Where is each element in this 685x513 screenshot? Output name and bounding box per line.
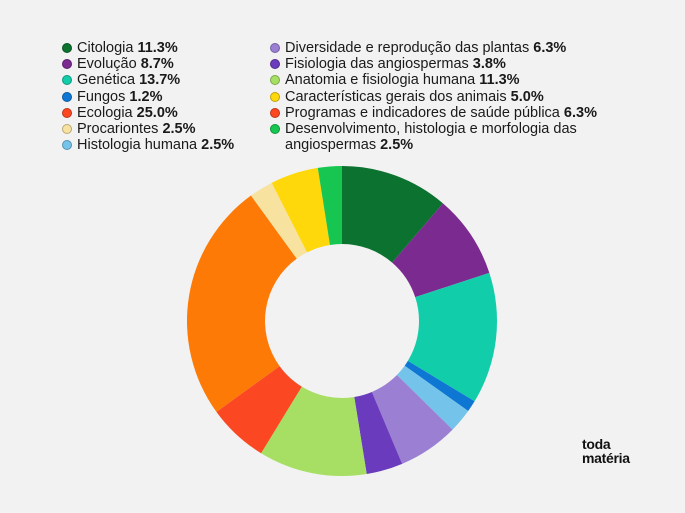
legend-color-dot-icon xyxy=(270,59,280,70)
legend-color-dot-icon xyxy=(270,91,280,102)
donut-slice xyxy=(261,386,367,476)
legend-item: Citologia 11.3% xyxy=(62,40,234,56)
legend-label: Citologia xyxy=(77,40,134,56)
legend-label: Diversidade e reprodução das plantas xyxy=(285,40,530,56)
logo-line1: toda xyxy=(582,436,611,452)
legend-item: Anatomia e fisiologia humana 11.3% xyxy=(270,72,630,88)
legend-color-dot-icon xyxy=(62,75,72,86)
legend-label: Anatomia e fisiologia humana xyxy=(285,72,476,89)
legend-value: 11.3% xyxy=(137,40,178,56)
legend-label: Fisiologia das angiospermas xyxy=(285,56,469,73)
donut-slice xyxy=(354,391,403,475)
legend-value: 11.3% xyxy=(479,72,520,89)
legend-color-dot-icon xyxy=(270,124,280,135)
legend-color-dot-icon xyxy=(62,43,72,53)
donut-slice xyxy=(392,203,490,298)
donut-slice xyxy=(317,166,342,245)
legend-label: Procariontes xyxy=(77,121,159,138)
legend-value: 13.7% xyxy=(139,72,181,89)
legend-item: Fisiologia das angiospermas 3.8% xyxy=(270,56,630,72)
donut-slice xyxy=(271,167,330,253)
legend-label: Programas e indicadores de saúde pública xyxy=(285,104,560,121)
legend-label: Histologia humana xyxy=(77,137,198,154)
legend-value: 5.0% xyxy=(510,88,544,105)
legend-label: Evolução xyxy=(77,56,137,73)
legend-label: Fungos xyxy=(77,88,126,105)
donut-slice xyxy=(396,365,469,430)
logo-line2: matéria xyxy=(582,450,630,466)
legend-label: Desenvolvimento, histologia e morfologia… xyxy=(285,121,577,154)
legend-color-dot-icon xyxy=(270,75,280,86)
legend-value: 1.2% xyxy=(129,88,163,105)
legend-item: Genética 13.7% xyxy=(62,72,234,88)
legend-value: 8.7% xyxy=(140,56,174,73)
legend-value: 25.0% xyxy=(136,104,178,121)
legend-item: Desenvolvimento, histologia e morfologia… xyxy=(270,121,630,153)
legend-value: 6.3% xyxy=(533,40,567,56)
donut-slice xyxy=(216,366,302,454)
legend-color-dot-icon xyxy=(270,107,280,118)
legend-item: Programas e indicadores de saúde pública… xyxy=(270,105,630,121)
legend-value: 3.8% xyxy=(472,56,506,73)
donut-slice xyxy=(404,360,475,412)
legend-left: Citologia 11.3% Evolução 8.7% Genética 1… xyxy=(62,40,234,153)
legend-color-dot-icon xyxy=(62,140,72,151)
donut-slice xyxy=(342,166,443,263)
donut-slice xyxy=(371,374,453,464)
toda-materia-logo: toda matéria xyxy=(582,437,630,465)
legend-value: 6.3% xyxy=(563,104,597,121)
legend-label: Ecologia xyxy=(77,104,133,121)
legend-color-dot-icon xyxy=(62,59,72,70)
legend-color-dot-icon xyxy=(62,124,72,135)
donut-slice xyxy=(186,195,297,412)
donut-slice xyxy=(407,272,498,402)
legend-value: 2.5% xyxy=(201,137,235,154)
legend-color-dot-icon xyxy=(270,43,280,53)
legend-right: Diversidade e reprodução das plantas 6.3… xyxy=(270,40,630,153)
legend-item: Histologia humana 2.5% xyxy=(62,137,234,153)
legend-label: Genética xyxy=(77,72,136,89)
legend-item: Ecologia 25.0% xyxy=(62,105,234,121)
legend-item: Fungos 1.2% xyxy=(62,89,234,105)
legend-value: 2.5% xyxy=(162,121,196,138)
legend-item: Diversidade e reprodução das plantas 6.3… xyxy=(270,40,630,56)
legend-item: Evolução 8.7% xyxy=(62,56,234,72)
legend-item: Procariontes 2.5% xyxy=(62,121,234,137)
legend-color-dot-icon xyxy=(62,91,72,102)
legend-item: Características gerais dos animais 5.0% xyxy=(270,89,630,105)
legend-label: Características gerais dos animais xyxy=(285,88,507,105)
legend-value: 2.5% xyxy=(380,137,414,154)
donut-slice xyxy=(250,182,308,259)
legend-color-dot-icon xyxy=(62,107,72,118)
